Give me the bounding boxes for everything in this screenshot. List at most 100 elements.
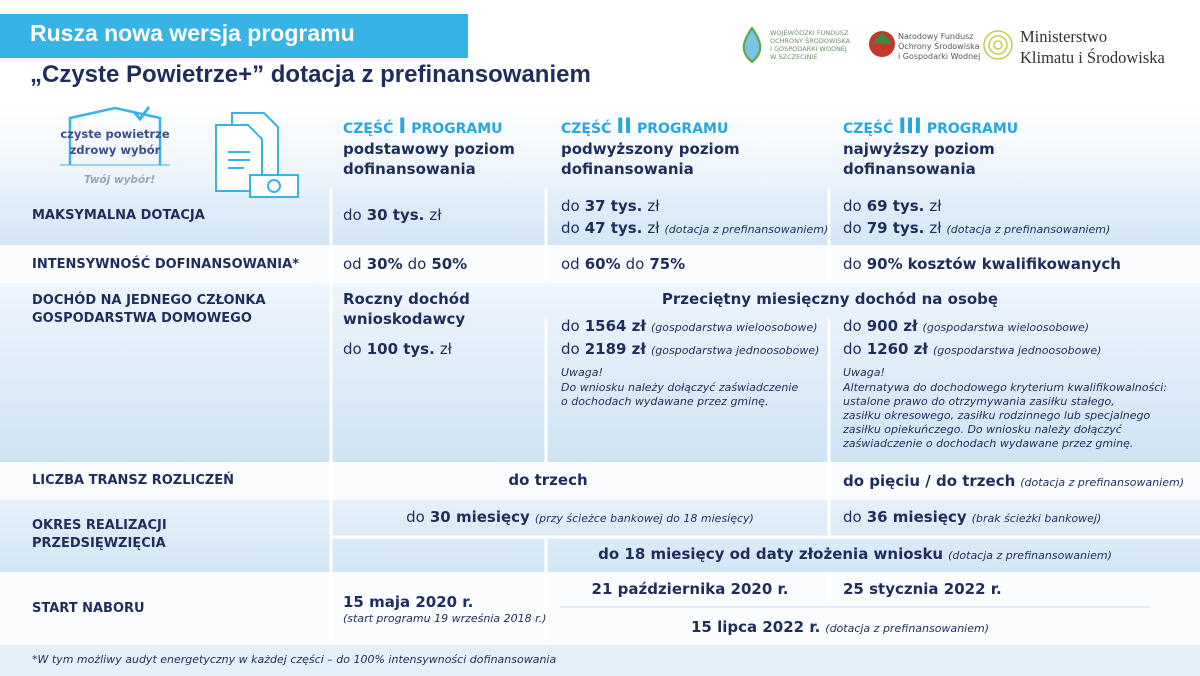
text: do 18 miesięcy od daty złożenia wniosku xyxy=(598,545,944,563)
text: PRZEDSIĘWZIĘCIA xyxy=(32,536,166,551)
text: dofinansowania xyxy=(561,160,694,178)
text: Alternatywa do dochodowego kryterium kwa… xyxy=(843,381,1168,394)
text-line: dofinansowania xyxy=(343,160,476,178)
text: Rusza nowa wersja programu xyxy=(30,20,355,46)
text: 25 stycznia 2022 r. xyxy=(843,580,1002,598)
text: 36 miesięcy xyxy=(866,508,967,526)
text-line: do 1564 zł (gospodarstwa wieloosobowe) xyxy=(561,317,818,335)
text: do trzech xyxy=(508,471,588,489)
text: OKRES REALIZACJI xyxy=(32,518,167,533)
text-line: do 69 tys. zł xyxy=(843,197,942,215)
text: dofinansowania xyxy=(843,160,976,178)
text: zł xyxy=(647,219,660,237)
text-line: do 100 tys. zł xyxy=(343,340,452,358)
text-line: 15 maja 2020 r. xyxy=(343,593,473,611)
text-line: do 900 zł (gospodarstwa wieloosobowe) xyxy=(843,317,1089,335)
text: 30% xyxy=(366,255,403,273)
text-line: 21 października 2020 r. xyxy=(592,580,789,598)
text: do xyxy=(561,340,580,358)
text: Uwaga! xyxy=(561,366,603,379)
text: START NABORU xyxy=(32,601,145,616)
text: I xyxy=(398,114,407,138)
text: (gospodarstwa wieloosobowe) xyxy=(922,321,1090,334)
text: 15 lipca 2022 r. xyxy=(690,618,821,636)
text: Narodowy Fundusz xyxy=(898,32,974,41)
text: 60% xyxy=(584,255,621,273)
text: W SZCZECINIE xyxy=(770,53,818,61)
text: 90% xyxy=(866,255,903,273)
text: (dotacja z prefinansowaniem) xyxy=(946,223,1111,236)
text: 79 tys. xyxy=(866,219,925,237)
text-line: najwyższy poziom xyxy=(843,140,995,158)
text: (dotacja z prefinansowaniem) xyxy=(825,622,990,635)
text: 1564 zł xyxy=(584,317,646,335)
text: zł xyxy=(429,206,442,224)
text: do xyxy=(843,508,862,526)
text: do xyxy=(843,219,862,237)
text-line: podwyższony poziom xyxy=(561,140,740,158)
text: INTENSYWNOŚĆ DOFINANSOWANIA* xyxy=(32,257,300,272)
text: ustalone prawo do otrzymywania zasiłku s… xyxy=(843,395,1115,408)
text: „Czyste Powietrze+” dotacja z prefinanso… xyxy=(30,61,591,88)
text: do xyxy=(843,340,862,358)
text: dofinansowania xyxy=(343,160,476,178)
text-line: INTENSYWNOŚĆ DOFINANSOWANIA* xyxy=(32,257,299,273)
text-line: „Czyste Powietrze+” dotacja z prefinanso… xyxy=(30,61,591,90)
text: czyste powietrze xyxy=(60,127,170,141)
text: (brak ścieżki bankowej) xyxy=(971,512,1102,525)
text-line: do 1260 zł (gospodarstwa jednoosobowe) xyxy=(843,340,1101,358)
text-line: do 18 miesięcy od daty złożenia wniosku (… xyxy=(598,545,1112,563)
text-line: CZĘŚĆ I PROGRAMU xyxy=(343,114,503,139)
text-line: podstawowy poziom xyxy=(343,140,515,158)
text: do xyxy=(625,255,645,273)
text: (dotacja z prefinansowaniem) xyxy=(664,223,829,236)
text: 30 miesięcy xyxy=(429,508,530,526)
text: do xyxy=(407,255,427,273)
text: 69 tys. xyxy=(866,197,925,215)
text: podstawowy poziom xyxy=(343,140,515,158)
text-line: OCHRONY ŚRODOWISKA xyxy=(770,37,850,46)
text: podwyższony poziom xyxy=(561,140,740,158)
text: Twój wybór! xyxy=(84,174,156,186)
text: zł xyxy=(439,340,452,358)
text-line: do 79 tys. zł (dotacja z prefinansowaniem) xyxy=(843,219,1110,237)
text: PROGRAMU xyxy=(411,121,503,137)
text: CZĘŚĆ xyxy=(843,121,894,137)
text-line: zdrowy wybór xyxy=(70,143,161,158)
text: Przeciętny miesięczny dochód na osobę xyxy=(661,290,999,308)
text-line: dofinansowania xyxy=(561,160,694,178)
text: do xyxy=(343,340,362,358)
text: CZĘŚĆ xyxy=(561,121,612,137)
text: 1260 zł xyxy=(866,340,928,358)
text: II xyxy=(616,114,632,138)
text-line: Ochrony Środowiska xyxy=(898,42,980,52)
text: do xyxy=(843,255,862,273)
text-line: dofinansowania xyxy=(843,160,976,178)
text-line: MAKSYMALNA DOTACJA xyxy=(32,208,205,224)
text: III xyxy=(898,114,922,138)
text-line: Rusza nowa wersja programu xyxy=(30,20,355,48)
text-line: 15 lipca 2022 r. (dotacja z prefinansowan… xyxy=(691,618,989,636)
text: (przy ścieżce bankowej do 18 miesięcy) xyxy=(534,512,754,525)
text: zł xyxy=(929,197,942,215)
text: najwyższy poziom xyxy=(843,140,995,158)
text-line: *W tym możliwy audyt energetyczny w każd… xyxy=(32,653,556,666)
text-line: Uwaga! xyxy=(843,366,885,379)
text-line: Uwaga! xyxy=(561,366,603,379)
text-line: wnioskodawcy xyxy=(343,310,465,328)
text-line: do 30 miesięcy (przy ścieżce bankowej do 1… xyxy=(406,508,754,526)
text-line: START NABORU xyxy=(32,601,145,617)
text-line: o dochodach wydawane przez gminę. xyxy=(561,395,768,408)
text: Ministerstwo xyxy=(1020,27,1108,46)
text: (dotacja z prefinansowaniem) xyxy=(1020,476,1184,489)
text: Do wniosku należy dołączyć zaświadczenie xyxy=(561,381,799,394)
text: do xyxy=(561,219,580,237)
text: GOSPODARSTWA DOMOWEGO xyxy=(32,311,252,326)
text: zł xyxy=(647,197,660,215)
text-line: Klimatu i Środowiska xyxy=(1020,48,1165,68)
text: Roczny dochód xyxy=(343,290,470,308)
text: o dochodach wydawane przez gminę. xyxy=(561,395,769,408)
text: PROGRAMU xyxy=(926,121,1019,137)
